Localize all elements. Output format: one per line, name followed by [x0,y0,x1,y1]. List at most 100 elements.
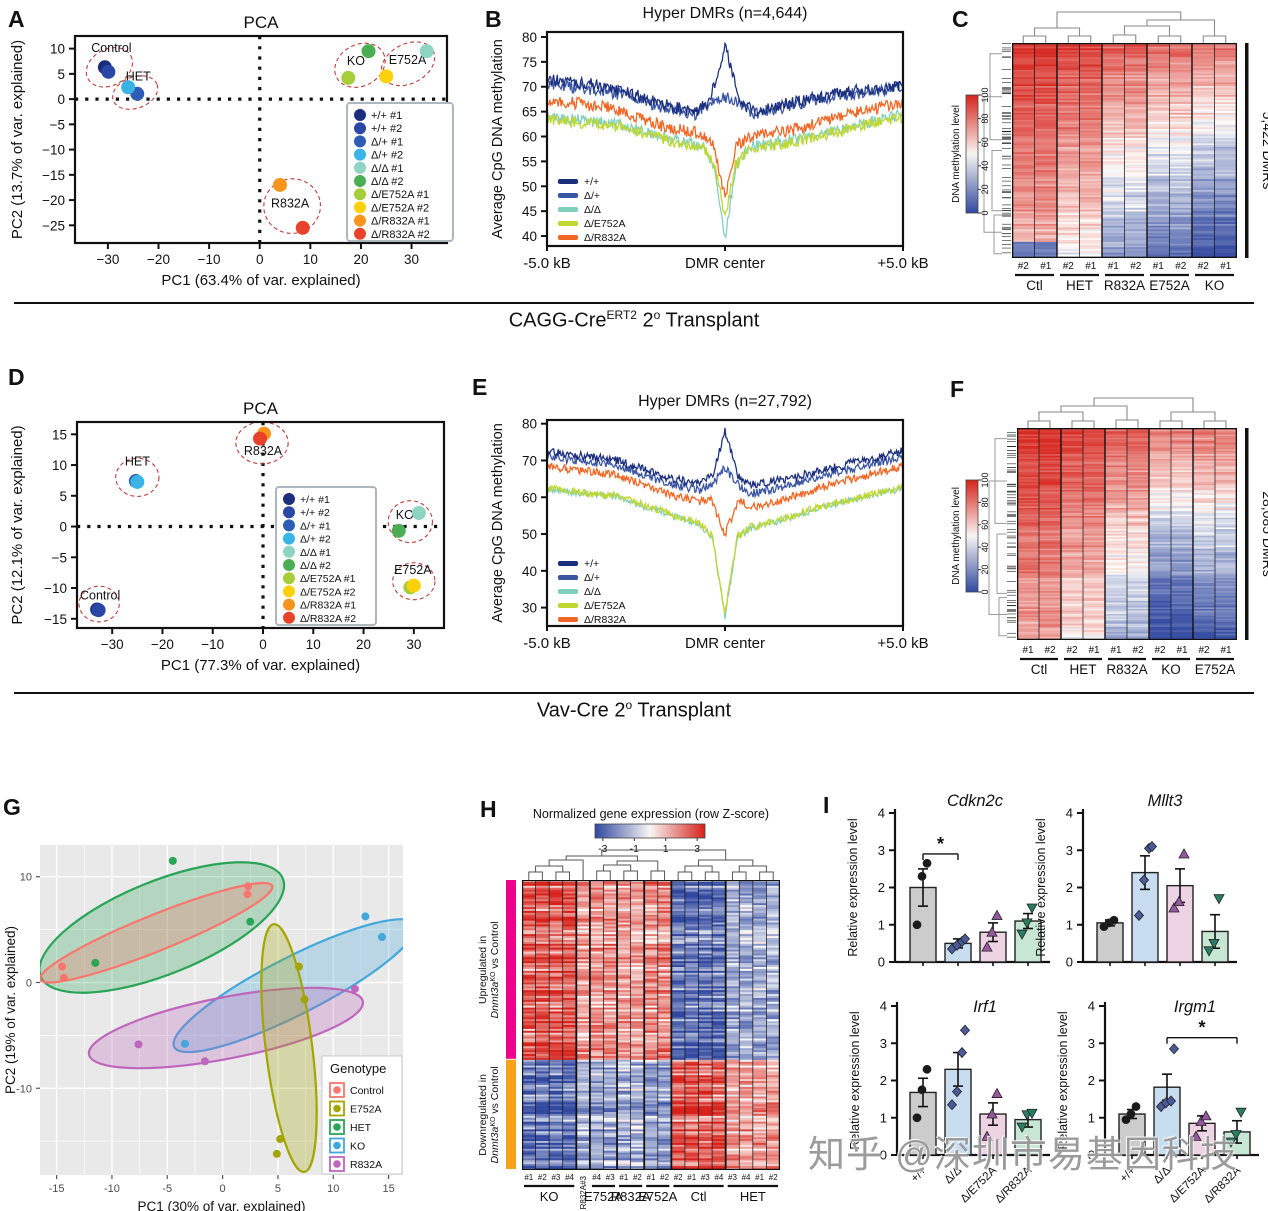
y-tick-label: 4 [1088,999,1095,1014]
x-tick-label: −30 [101,637,124,652]
legend-key-dot [333,1141,341,1150]
dendrogram-branch [1022,35,1047,43]
data-point-Control [58,962,67,971]
dendrogram-branch [1067,35,1092,43]
data-point-triangle [991,909,1003,920]
column-id-label: #2 [633,1173,642,1182]
data-point-circle [1126,1109,1136,1119]
y-tick-label: 0 [878,955,885,970]
y-tick-label: 4 [878,806,885,821]
column-id-label: #1 [1085,261,1097,272]
sig-star: * [937,834,944,854]
column-id-label: #1 [1176,645,1188,656]
legend-swatch [558,193,578,198]
x-tick-label: 30 [404,252,419,267]
panel-c-heatmap: 0 20 40 60 80 100 DNA methylation level 5,422 D… [940,0,1268,305]
chart-title: PCA [243,399,279,418]
dendrogram-branch [1159,420,1183,428]
panel-d-pca-scatter: PCA R832A HET KO E752A Control −30 −20 −10 0 10 20 3… [0,340,460,690]
x-tick-label: -5 [162,1183,172,1195]
group-ellipse-R832A [87,986,365,1070]
dendrogram-branch [1157,35,1182,43]
data-point-KO [180,1039,189,1048]
y-tick-label: 4 [880,999,887,1014]
panel-label-a: A [8,6,25,32]
y-tick-label: 70 [522,80,537,95]
y-tick-label: −10 [42,143,65,158]
mD-svg: PCA R832A HET KO E752A Control −30 −20 −10 0 10 20 3… [9,399,446,674]
legend-label: KO [350,1141,365,1153]
chart-title: Mllt3 [1148,792,1184,810]
data-point-triangle-down [1213,894,1225,905]
data-point-KO [377,933,386,942]
data-point-triangle [1173,895,1185,907]
dendrogram-branch [1202,35,1227,43]
data-point-circle [922,1064,932,1074]
dendrogram-branch [601,849,727,860]
colorbar-tick-label: -1 [630,843,639,855]
panel-label-g: G [3,794,21,820]
data-point [252,431,267,446]
cluster-ellipse-KO [334,42,386,88]
legend-key-dot [333,1123,341,1131]
legend-label: Δ/+ #2 [300,534,331,546]
x-tick-label: −20 [147,252,170,267]
data-point-circle [1109,915,1119,925]
data-point-triangle [981,1130,993,1141]
group-label: KO [540,1189,559,1204]
y-tick-label: −5 [52,550,67,565]
dendrogram-branch [616,860,659,871]
data-point-triangle-down [1225,1137,1237,1148]
group-label: Ctl [1026,278,1043,293]
x-tick-label: 20 [353,252,368,267]
cluster-label-E752A: E752A [389,53,427,67]
legend-swatch [283,585,295,598]
colorbar-tick-label: 1 [663,843,669,855]
legend-label: Δ/R832A #1 [371,216,430,228]
legend-label: Δ/+ #1 [371,136,403,148]
mG-svg: -15 -10 -5 0 5 10 15 -10 0 10 PC1 (30% of var. exp… [3,845,403,1211]
data-point [411,506,426,521]
row-dendrogram-branch [993,214,1002,255]
data-point-Control [59,973,68,982]
chart-title: Normalized gene expression (row Z-score) [533,807,769,821]
group-label: R832A [611,1189,651,1204]
x-tick-label: -5.0 kB [523,255,571,272]
x-axis-title: PC1 (77.3% of var. explained) [161,657,360,674]
data-point-triangle [1190,1130,1202,1141]
legend-label: Δ/Δ #1 [300,547,331,559]
y-axis-title: PC2 (19% of var. explained) [3,926,18,1094]
y-axis-title: Relative expression level [846,818,860,956]
legend-label: Δ/E752A #1 [371,189,429,201]
y-tick-label: 70 [522,453,537,468]
column-id-label: #2 [538,1173,547,1182]
section-divider-1 [14,302,1254,304]
column-id-label: #2 [1132,645,1144,656]
x-tick-label: 10 [303,252,318,267]
series-line-Δ/E752A [546,482,904,614]
data-point-circle [1121,1115,1131,1125]
x-tick-label: −20 [151,637,174,652]
dendrogram-branch [1027,420,1051,428]
data-point [391,523,406,538]
column-id-label: #2 [1066,645,1078,656]
legend-swatch [283,506,295,519]
colorbar-tick-label: 40 [980,542,990,552]
legend-key-dot [333,1160,341,1168]
mB-svg: Hyper DMRs (n=4,644) 40 45 50 55 60 65 70 75 80 -5… [490,5,929,272]
data-point [91,603,106,618]
series-line-Δ/R832A [546,461,904,538]
cluster-ellipse-HET [112,75,159,110]
group-label: Ctl [691,1189,707,1204]
chart-title: Cdkn2c [947,792,1004,810]
dendrogram-branch [602,864,632,871]
row-section-bar-1 [506,1059,516,1169]
legend-swatch [558,235,578,240]
chart-title: PCA [244,13,280,32]
data-point-diamond [1146,840,1158,853]
mF-heatmap-canvas [1017,428,1237,640]
x-tick-label: -10 [104,1183,120,1195]
group-label: E752A [1195,662,1236,677]
group-label: KO [1161,662,1181,677]
series-line-+/+ [546,41,904,117]
